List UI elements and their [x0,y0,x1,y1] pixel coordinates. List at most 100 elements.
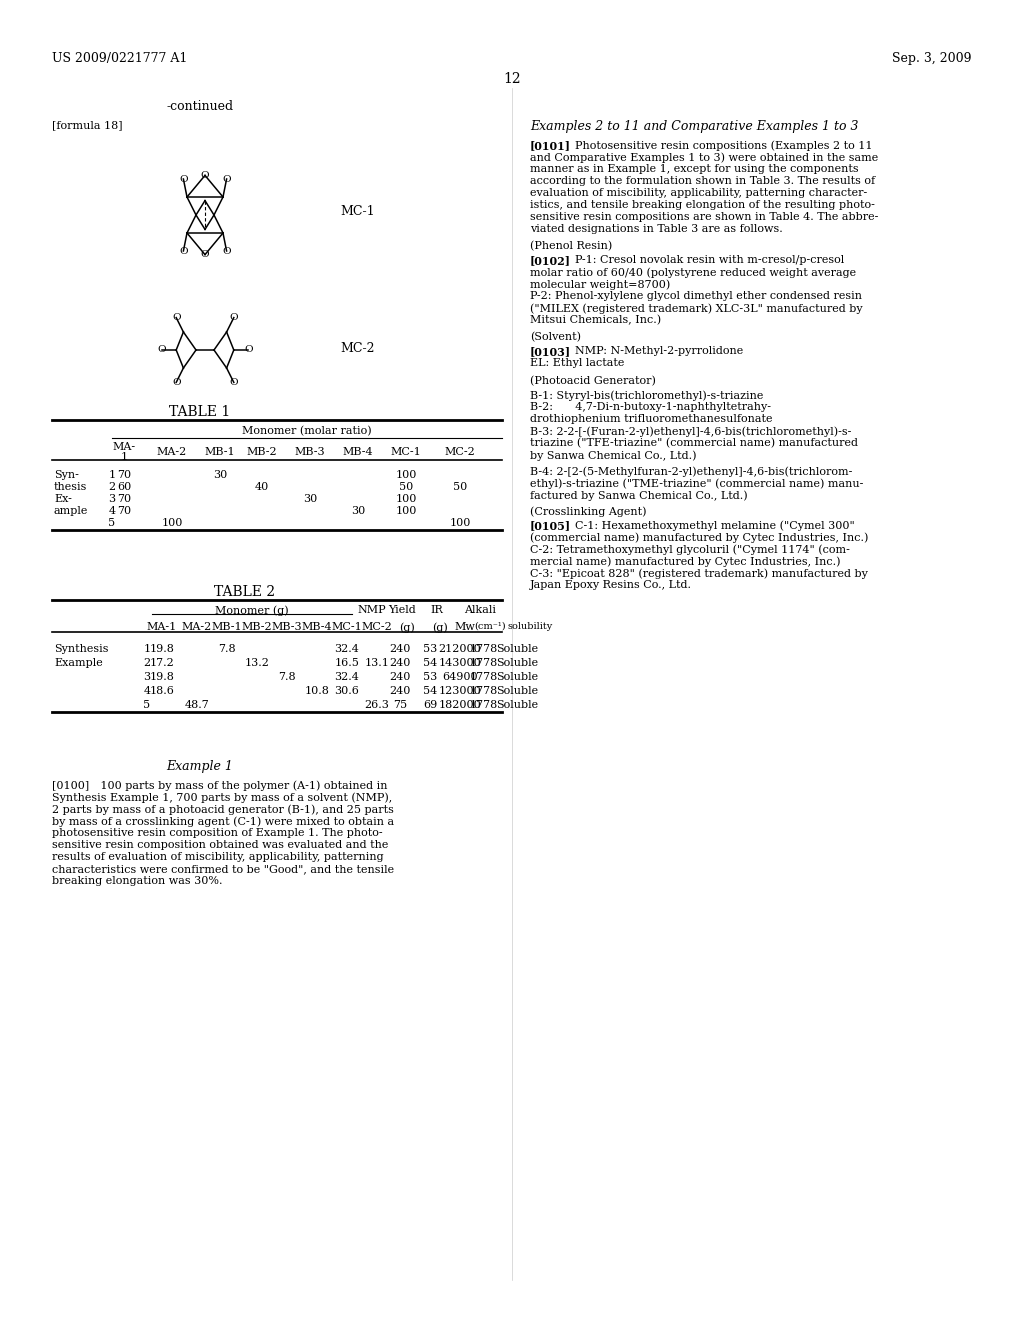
Text: 60: 60 [117,482,131,492]
Text: 10.8: 10.8 [304,686,330,696]
Text: MC-1: MC-1 [340,205,375,218]
Text: 100: 100 [395,470,417,480]
Text: 240: 240 [389,672,411,682]
Text: Yield: Yield [388,605,416,615]
Text: 32.4: 32.4 [335,672,359,682]
Text: 48.7: 48.7 [184,700,209,710]
Text: O: O [179,174,187,183]
Text: sensitive resin composition obtained was evaluated and the: sensitive resin composition obtained was… [52,840,388,850]
Text: 16.5: 16.5 [335,657,359,668]
Text: Soluble: Soluble [496,657,538,668]
Text: 100: 100 [395,494,417,504]
Text: 100: 100 [450,517,471,528]
Text: O: O [172,313,180,322]
Text: Sep. 3, 2009: Sep. 3, 2009 [893,51,972,65]
Text: 75: 75 [393,700,408,710]
Text: NMP: NMP [357,605,386,615]
Text: 182000: 182000 [438,700,481,710]
Text: O: O [222,174,231,183]
Text: MA-2: MA-2 [157,447,187,457]
Text: 240: 240 [389,644,411,653]
Text: Syn-: Syn- [54,470,79,480]
Text: 143000: 143000 [438,657,481,668]
Text: 13.1: 13.1 [365,657,389,668]
Text: 100: 100 [395,506,417,516]
Text: ample: ample [54,506,88,516]
Text: US 2009/0221777 A1: US 2009/0221777 A1 [52,51,187,65]
Text: 1778: 1778 [470,672,498,682]
Text: 19.8: 19.8 [150,672,174,682]
Text: MB-4: MB-4 [343,447,374,457]
Text: Soluble: Soluble [496,672,538,682]
Text: -continued: -continued [167,100,233,114]
Text: O: O [158,346,166,355]
Text: 1778: 1778 [470,686,498,696]
Text: O: O [172,378,180,387]
Text: O: O [179,247,187,256]
Text: Soluble: Soluble [496,644,538,653]
Text: MB-3: MB-3 [271,622,302,632]
Text: MC-1: MC-1 [332,622,362,632]
Text: ethyl)-s-triazine ("TME-triazine" (commercial name) manu-: ethyl)-s-triazine ("TME-triazine" (comme… [530,478,863,488]
Text: MC-2: MC-2 [444,447,475,457]
Text: B-2:  4,7-Di-n-butoxy-1-naphthyltetrahy-: B-2: 4,7-Di-n-butoxy-1-naphthyltetrahy- [530,403,771,412]
Text: Photosensitive resin compositions (Examples 2 to 11: Photosensitive resin compositions (Examp… [575,140,872,150]
Text: istics, and tensile breaking elongation of the resulting photo-: istics, and tensile breaking elongation … [530,201,874,210]
Text: MA-1: MA-1 [146,622,177,632]
Text: 18.6: 18.6 [150,686,174,696]
Text: [0105]: [0105] [530,520,571,531]
Text: (g): (g) [399,622,415,632]
Text: 123000: 123000 [438,686,481,696]
Text: MC-2: MC-2 [361,622,392,632]
Text: MB-1: MB-1 [212,622,243,632]
Text: O: O [229,313,239,322]
Text: 2: 2 [143,657,151,668]
Text: drothiophenium trifluoromethanesulfonate: drothiophenium trifluoromethanesulfonate [530,414,772,424]
Text: (Solvent): (Solvent) [530,333,581,342]
Text: 2 parts by mass of a photoacid generator (B-1), and 25 parts: 2 parts by mass of a photoacid generator… [52,804,394,814]
Text: results of evaluation of miscibility, applicability, patterning: results of evaluation of miscibility, ap… [52,851,384,862]
Text: 70: 70 [117,506,131,516]
Text: 1778: 1778 [470,644,498,653]
Text: 54: 54 [423,686,437,696]
Text: 240: 240 [389,686,411,696]
Text: 7.8: 7.8 [279,672,296,682]
Text: MB-1: MB-1 [205,447,236,457]
Text: C-3: "Epicoat 828" (registered trademark) manufactured by: C-3: "Epicoat 828" (registered trademark… [530,568,868,578]
Text: 54: 54 [423,657,437,668]
Text: evaluation of miscibility, applicability, patterning character-: evaluation of miscibility, applicability… [530,187,867,198]
Text: and Comparative Examples 1 to 3) were obtained in the same: and Comparative Examples 1 to 3) were ob… [530,152,879,162]
Text: TABLE 2: TABLE 2 [214,585,275,599]
Text: (Crosslinking Agent): (Crosslinking Agent) [530,506,646,516]
Text: thesis: thesis [54,482,87,492]
Text: 1: 1 [143,644,151,653]
Text: MB-2: MB-2 [242,622,272,632]
Text: 5: 5 [109,517,116,528]
Text: (Photoacid Generator): (Photoacid Generator) [530,376,656,387]
Text: 1: 1 [109,470,116,480]
Text: 30: 30 [303,494,317,504]
Text: 50: 50 [453,482,467,492]
Text: 212000: 212000 [438,644,481,653]
Text: B-4: 2-[2-(5-Methylfuran-2-yl)ethenyl]-4,6-bis(trichlorom-: B-4: 2-[2-(5-Methylfuran-2-yl)ethenyl]-4… [530,466,852,477]
Text: 30.6: 30.6 [335,686,359,696]
Text: 53: 53 [423,644,437,653]
Text: O: O [244,346,253,355]
Text: 70: 70 [117,470,131,480]
Text: P-2: Phenol-xylylene glycol dimethyl ether condensed resin: P-2: Phenol-xylylene glycol dimethyl eth… [530,290,862,301]
Text: O: O [201,249,209,259]
Text: sensitive resin compositions are shown in Table 4. The abbre-: sensitive resin compositions are shown i… [530,213,879,222]
Text: 1778: 1778 [470,657,498,668]
Text: MB-4: MB-4 [302,622,333,632]
Text: Synthesis Example 1, 700 parts by mass of a solvent (NMP),: Synthesis Example 1, 700 parts by mass o… [52,792,392,803]
Text: (Phenol Resin): (Phenol Resin) [530,242,612,251]
Text: Soluble: Soluble [496,700,538,710]
Text: factured by Sanwa Chemical Co., Ltd.): factured by Sanwa Chemical Co., Ltd.) [530,490,748,500]
Text: characteristics were confirmed to be "Good", and the tensile: characteristics were confirmed to be "Go… [52,865,394,874]
Text: 70: 70 [117,494,131,504]
Text: 53: 53 [423,672,437,682]
Text: solubility: solubility [507,622,552,631]
Text: triazine ("TFE-triazine" (commercial name) manufactured: triazine ("TFE-triazine" (commercial nam… [530,438,858,449]
Text: O: O [222,247,231,256]
Text: [0103]: [0103] [530,346,571,356]
